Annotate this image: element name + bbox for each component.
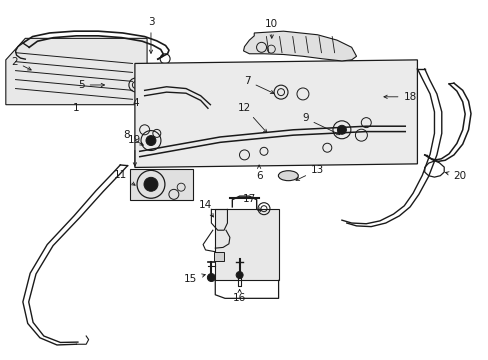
- Text: 6: 6: [255, 165, 262, 181]
- Circle shape: [143, 177, 158, 191]
- Text: 2: 2: [11, 57, 31, 70]
- Text: 18: 18: [383, 92, 416, 102]
- Text: 11: 11: [113, 170, 135, 185]
- Polygon shape: [135, 60, 417, 167]
- Text: 9: 9: [302, 113, 339, 135]
- Circle shape: [207, 274, 215, 282]
- Text: 7: 7: [244, 76, 273, 94]
- Text: 8: 8: [123, 130, 143, 145]
- Text: 16: 16: [232, 289, 246, 303]
- Text: 17: 17: [242, 194, 260, 211]
- Circle shape: [337, 125, 346, 134]
- Text: 4: 4: [132, 98, 139, 108]
- Text: 5: 5: [78, 80, 104, 90]
- Bar: [213, 252, 223, 261]
- Bar: [215, 209, 278, 280]
- Text: 20: 20: [445, 171, 466, 181]
- Text: 13: 13: [295, 165, 324, 180]
- Circle shape: [146, 136, 156, 145]
- Polygon shape: [6, 39, 147, 105]
- Text: 10: 10: [264, 19, 278, 38]
- Text: 15: 15: [184, 274, 205, 284]
- Text: 3: 3: [147, 17, 154, 53]
- FancyBboxPatch shape: [130, 168, 193, 200]
- Ellipse shape: [278, 171, 298, 181]
- Text: 12: 12: [237, 103, 266, 133]
- Polygon shape: [243, 31, 356, 61]
- Text: 14: 14: [199, 200, 213, 217]
- Text: 1: 1: [73, 103, 80, 113]
- Text: 19: 19: [128, 135, 141, 166]
- Circle shape: [236, 271, 243, 279]
